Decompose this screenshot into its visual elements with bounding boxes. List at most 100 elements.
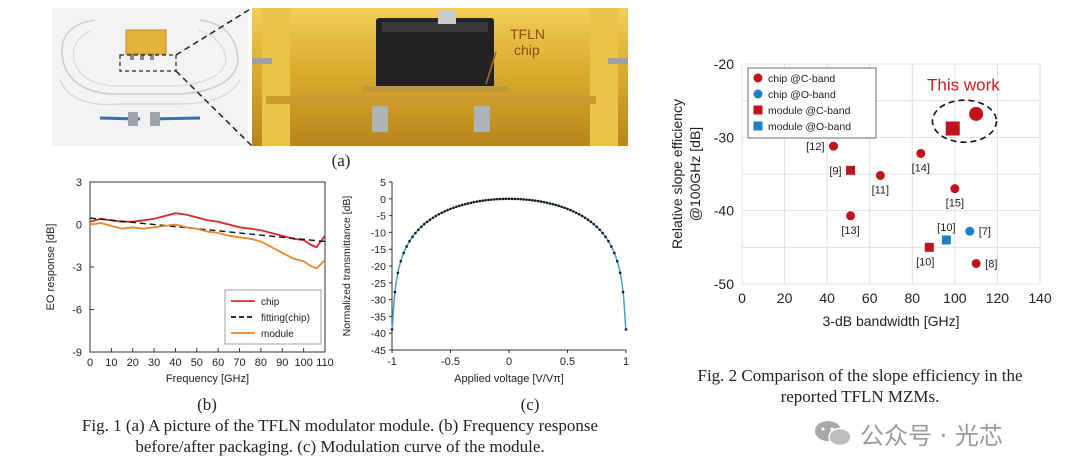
fig2-this-work-ellipse — [931, 99, 998, 143]
chart-c-point — [613, 251, 616, 255]
fig2-point — [846, 165, 856, 175]
chart-c-point — [393, 290, 397, 294]
chart-c-point — [419, 225, 423, 229]
chart-b-xtick-label: 80 — [255, 357, 267, 369]
fig2-xtick-label: 20 — [777, 290, 793, 306]
chart-c-point — [490, 198, 493, 201]
fig2-xtick-label: 100 — [943, 290, 967, 306]
fig2-legend-marker — [753, 121, 763, 131]
fig2-point — [971, 258, 981, 268]
chart-c-point — [583, 216, 587, 220]
chart-c-ytick-label: -5 — [377, 211, 386, 223]
fig1-caption-line1: Fig. 1 (a) A picture of the TFLN modulat… — [81, 416, 599, 435]
fig2-point — [965, 226, 975, 236]
fig2-xlabel: 3-dB bandwidth [GHz] — [823, 313, 960, 329]
chart-c-point — [624, 328, 628, 331]
chart-c-point — [428, 218, 432, 221]
chart-c-xlabel: Applied voltage [V/Vπ] — [454, 373, 564, 385]
chart-c-xtick-label: 0.5 — [560, 356, 575, 368]
chart-c-point — [443, 210, 446, 213]
chart-b-series-2-line — [89, 217, 326, 243]
module-overview-photo — [52, 8, 248, 146]
chart-c-point — [402, 251, 405, 255]
fig2-legend-label: chip @O-band — [768, 89, 836, 101]
chart-c-ytick-label: 0 — [380, 194, 386, 206]
chart-c-point — [390, 328, 394, 331]
chart-c: -1 -0.5 0 0.5 1 5 0 -5 -10 -15 -20 -25 -30 -35 -40 -45 A… — [338, 172, 638, 392]
chart-c-point — [405, 245, 408, 248]
chart-c-point — [414, 231, 417, 235]
chart-c-point — [604, 235, 607, 239]
chart-c-point — [595, 225, 599, 229]
chart-c-point — [437, 213, 441, 216]
chart-c-point — [542, 200, 546, 204]
chart-c-point — [504, 197, 508, 201]
chart-c-point — [460, 203, 464, 207]
fig2-point-label: [10] — [937, 222, 955, 234]
chart-c-point — [463, 202, 467, 206]
chart-c-point — [399, 259, 403, 263]
chart-b-series-3-line — [89, 222, 326, 270]
chart-b-ytick-label: -6 — [72, 305, 82, 317]
chart-c-point — [554, 203, 558, 207]
chart-c-point — [574, 211, 578, 215]
chart-c-point — [618, 271, 622, 275]
chart-b-ytick-label: -9 — [72, 347, 82, 359]
chart-c-point — [528, 198, 531, 202]
fig2-point — [829, 141, 839, 151]
chart-c-point — [507, 197, 511, 201]
chart-b-svg: 0 10 20 30 40 50 60 70 80 90 100 11030-3-6-9Frequen… — [45, 177, 334, 385]
fig2-point — [924, 242, 934, 252]
fig2-point — [941, 235, 951, 245]
chart-c-point — [519, 197, 522, 201]
chart-b-xtick-label: 100 — [294, 357, 312, 369]
chart-b-xtick-label: 110 — [316, 357, 334, 369]
chart-c-point — [563, 206, 566, 210]
chart-c-point — [487, 198, 490, 202]
chart-c-point — [431, 216, 435, 220]
chart-c-point — [572, 210, 575, 213]
chart-c-point — [525, 198, 528, 201]
fig2-point — [969, 106, 984, 121]
chart-b-ytick-label: -3 — [72, 262, 82, 274]
fig2-point-label: [11] — [872, 184, 890, 196]
chart-c-point — [396, 271, 400, 275]
fig2-point — [846, 211, 856, 221]
chart-c-ytick-label: -45 — [371, 345, 386, 357]
chart-c-point — [545, 201, 549, 205]
chart-c-point — [586, 218, 590, 221]
chart-c-point — [481, 199, 484, 202]
chart-c-xtick-label: 1 — [623, 356, 629, 368]
chart-c-point — [425, 220, 429, 224]
chart-c-point — [449, 207, 452, 211]
chart-b-xtick-label: 10 — [105, 357, 117, 369]
chart-c-point — [478, 199, 482, 203]
fig1-caption-line2: before/after packaging. (c) Modulation c… — [135, 437, 545, 456]
fig2-ylabel-line2: @100GHz [dB] — [687, 127, 703, 221]
chart-c-point — [513, 197, 517, 201]
chart-c-point — [589, 220, 593, 224]
fig2-xtick-label: 120 — [986, 290, 1010, 306]
chart-b-xtick-label: 40 — [169, 357, 181, 369]
chart-b-ytick-label: 0 — [76, 220, 82, 232]
chart-c-ytick-label: -40 — [371, 328, 386, 340]
chart-b-xtick-label: 60 — [212, 357, 224, 369]
chart-c-curve — [391, 198, 627, 330]
fig2-ytick-label: -30 — [714, 129, 734, 145]
fig2-caption-line2: reported TFLN MZMs. — [780, 387, 940, 406]
fig2-ytick-label: -20 — [714, 56, 734, 72]
chart-c-point — [598, 228, 601, 232]
fig1a-sublabel: (a) — [331, 151, 351, 170]
fig2-legend-marker — [753, 89, 763, 99]
chart-c-ytick-label: -15 — [371, 244, 386, 256]
watermark: 公众号 · 光芯 — [812, 418, 1003, 450]
chart-b-xlabel: Frequency [GHz] — [166, 373, 249, 385]
chart-b-series-1-line — [89, 212, 326, 249]
chart-c-point — [496, 197, 499, 201]
chart-c-point — [411, 235, 414, 239]
watermark-text: 公众号 · 光芯 — [860, 421, 1003, 450]
chart-c-point — [534, 199, 537, 202]
chart-b-legend-box — [224, 289, 322, 345]
chart-fig2: 0 20 40 60 80 100 120 140 -20 -30 -40 -50 3-dB bandw… — [660, 50, 1080, 350]
chart-c-point — [475, 200, 479, 203]
